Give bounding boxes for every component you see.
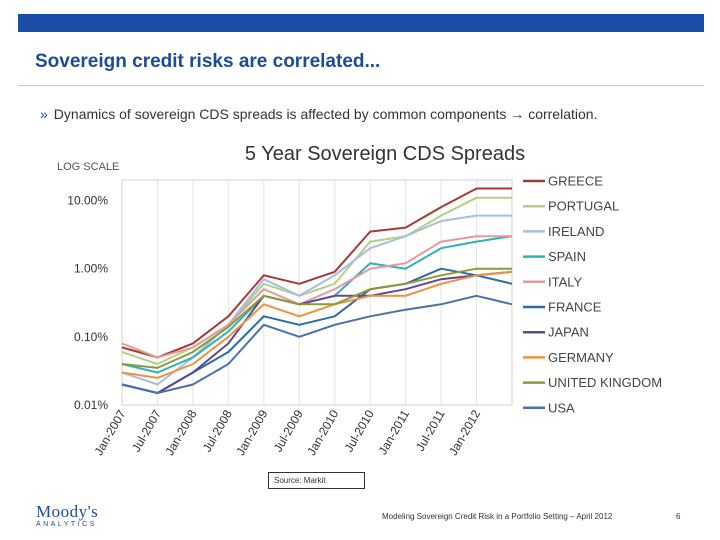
x-tick-label: Jul-2007: [129, 407, 164, 454]
logo-subtitle: ANALYTICS: [36, 521, 97, 528]
x-tick-label: Jul-2011: [413, 407, 448, 453]
legend-label-japan: JAPAN: [548, 325, 589, 340]
series-line-usa: [121, 294, 513, 394]
x-tick-label: Jan-2007: [91, 407, 128, 458]
legend-label-usa: USA: [548, 400, 575, 415]
page-number: 6: [676, 512, 681, 521]
y-tick-label: 0.01%: [74, 398, 108, 412]
legend-label-greece: GREECE: [548, 174, 603, 189]
bullet-point: » Dynamics of sovereign CDS spreads is af…: [40, 106, 597, 122]
bullet-marker: »: [40, 106, 48, 122]
plot-area-border: [121, 179, 513, 406]
series-line-germany: [121, 270, 513, 379]
y-tick-label: 10.00%: [67, 194, 108, 208]
cds-spreads-chart: 5 Year Sovereign CDS Spreads LOG SCALE J…: [57, 143, 662, 458]
legend-label-portugal: PORTUGAL: [548, 199, 619, 214]
moodys-analytics-logo: Moody's ANALYTICS: [36, 502, 98, 528]
chart-title: 5 Year Sovereign CDS Spreads: [245, 143, 525, 165]
x-tick-label: Jul-2010: [342, 407, 377, 454]
legend-label-ireland: IRELAND: [548, 224, 604, 239]
x-tick-label: Jan-2011: [376, 407, 413, 457]
y-scale-label: LOG SCALE: [57, 161, 119, 173]
bullet-text: Dynamics of sovereign CDS spreads is aff…: [53, 106, 598, 122]
series-line-ireland: [121, 214, 512, 386]
y-tick-label: 1.00%: [74, 262, 108, 276]
x-tick-label: Jan-2008: [162, 407, 199, 458]
series-line-japan: [121, 270, 513, 394]
x-tick-label: Jan-2010: [304, 407, 341, 458]
logo-wordmark: Moody's: [36, 502, 99, 521]
legend-label-spain: SPAIN: [548, 249, 586, 264]
x-tick-label: Jan-2009: [233, 407, 270, 458]
legend-label-france: FRANCE: [548, 300, 602, 315]
x-tick-label: Jan-2012: [446, 407, 483, 458]
legend-label-italy: ITALY: [548, 274, 583, 289]
slide-title: Sovereign credit risks are correlated...: [35, 51, 381, 72]
y-tick-label: 0.10%: [74, 330, 108, 344]
source-box: Source: Markit: [268, 472, 365, 489]
footer-text: Modeling Sovereign Credit Risk in a Port…: [382, 512, 613, 521]
series-line-italy: [121, 235, 512, 359]
series-line-portugal: [121, 196, 512, 365]
x-tick-label: Jul-2008: [200, 407, 235, 454]
title-divider: [18, 85, 704, 86]
top-accent-bar: [18, 14, 704, 32]
series-line-greece: [121, 187, 512, 359]
series-line-united-kingdom: [121, 267, 512, 369]
legend-label-united-kingdom: UNITED KINGDOM: [548, 375, 662, 390]
legend-label-germany: GERMANY: [548, 350, 614, 365]
x-tick-label: Jul-2009: [271, 407, 306, 454]
